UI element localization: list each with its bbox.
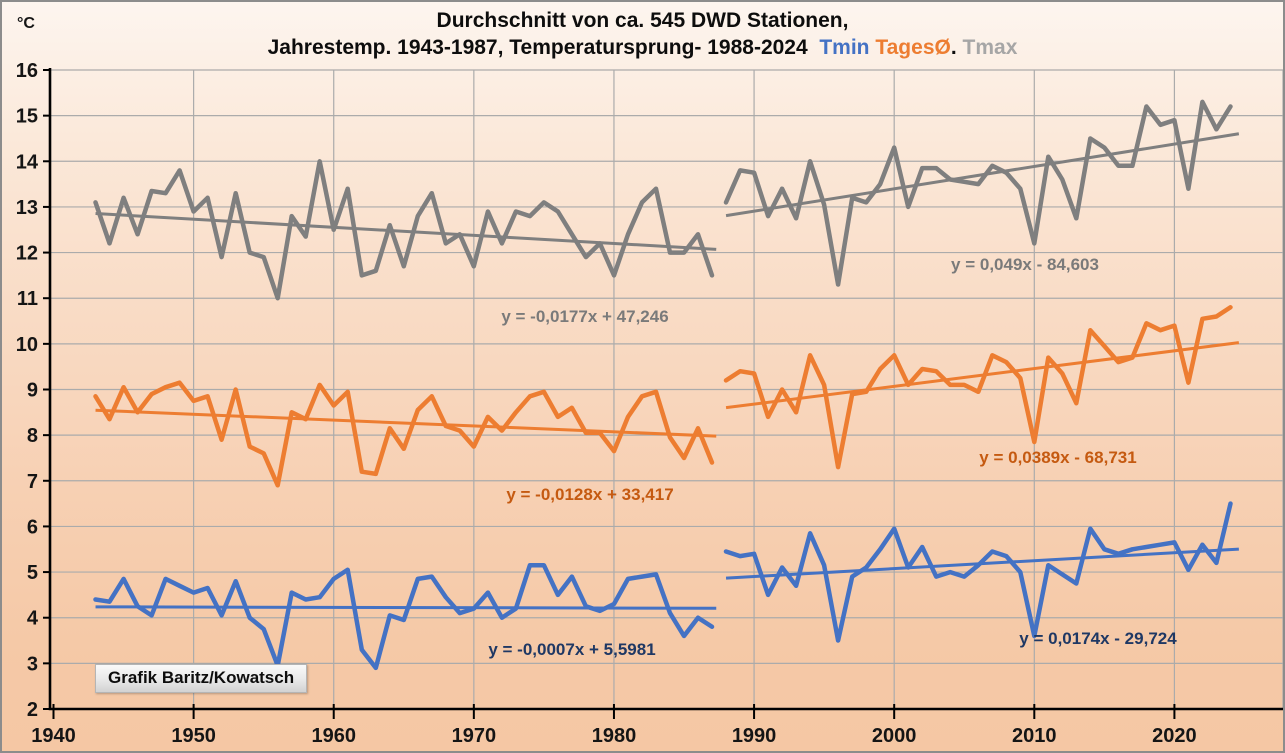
trend-line-Tmin: [725, 547, 1239, 580]
chart-title-line2: Jahrestemp. 1943-1987, Temperatursprung-…: [2, 34, 1283, 61]
y-tick-label: 7: [27, 471, 38, 493]
y-tick-label: 16: [16, 60, 38, 82]
trend-equation-label-Tmax: y = -0,0177x + 47,246: [501, 307, 668, 326]
series-line-Tmax: [93, 159, 715, 301]
trend-line-Tmax: [725, 132, 1240, 218]
trend-line-TagesØ: [95, 408, 717, 438]
trend-equation-label-Tmin: y = 0,0174x - 29,724: [1019, 629, 1177, 648]
y-tick-label: 15: [16, 106, 38, 128]
trend-line-TagesØ: [725, 341, 1240, 410]
y-tick-label: 9: [27, 380, 38, 402]
legend-item-tagesavg: TagesØ: [875, 36, 951, 59]
legend-item-tmax: Tmax: [962, 36, 1018, 59]
x-tick-label: 1990: [732, 725, 777, 747]
source-credit-badge: Grafik Baritz/Kowatsch: [95, 664, 308, 693]
trend-line-Tmin: [95, 605, 717, 610]
x-tick-label: 1980: [592, 725, 637, 747]
chart-title-line1: Durchschnitt von ca. 545 DWD Stationen,: [436, 9, 849, 32]
x-tick-label: 1940: [31, 725, 76, 747]
trend-equation-label-Tmax: y = 0,049x - 84,603: [951, 255, 1099, 274]
x-tick-label: 1960: [311, 725, 356, 747]
y-tick-label: 8: [27, 425, 38, 447]
legend-spacer: [808, 36, 820, 59]
y-tick-label: 2: [27, 699, 38, 721]
series-line-Tmax: [723, 99, 1233, 287]
series-line-Tmin: [93, 562, 715, 671]
legend-separator-dot: .: [950, 36, 957, 59]
x-tick-label: 2000: [872, 725, 917, 747]
x-tick-label: 2010: [1012, 725, 1057, 747]
series-line-TagesØ: [93, 380, 715, 488]
y-tick-label: 10: [16, 334, 38, 356]
x-tick-label: 1970: [452, 725, 497, 747]
chart-subtitle-text: Jahrestemp. 1943-1987, Temperatursprung-…: [267, 36, 808, 59]
y-tick-label: 3: [27, 653, 38, 675]
y-tick-label: 11: [17, 288, 38, 310]
chart-title: Durchschnitt von ca. 545 DWD Stationen, …: [2, 7, 1283, 61]
x-tick-label: 1950: [171, 725, 216, 747]
trend-equation-label-Tmin: y = -0,0007x + 5,5981: [488, 640, 655, 659]
trend-line-Tmax: [95, 212, 717, 251]
trend-equation-label-TagesØ: y = 0,0389x - 68,731: [979, 448, 1136, 467]
series-line-TagesØ: [723, 305, 1233, 470]
x-tick-label: 2020: [1152, 725, 1197, 747]
trend-equation-label-TagesØ: y = -0,0128x + 33,417: [506, 485, 673, 504]
y-tick-label: 6: [27, 516, 38, 538]
y-tick-label: 14: [16, 151, 39, 173]
y-tick-label: 4: [27, 608, 39, 630]
y-tick-label: 13: [16, 197, 38, 219]
y-axis-unit-label: °C: [17, 15, 35, 32]
legend-item-tmin: Tmin: [819, 36, 870, 59]
y-tick-label: 12: [16, 243, 38, 265]
y-tick-label: 5: [27, 562, 38, 584]
